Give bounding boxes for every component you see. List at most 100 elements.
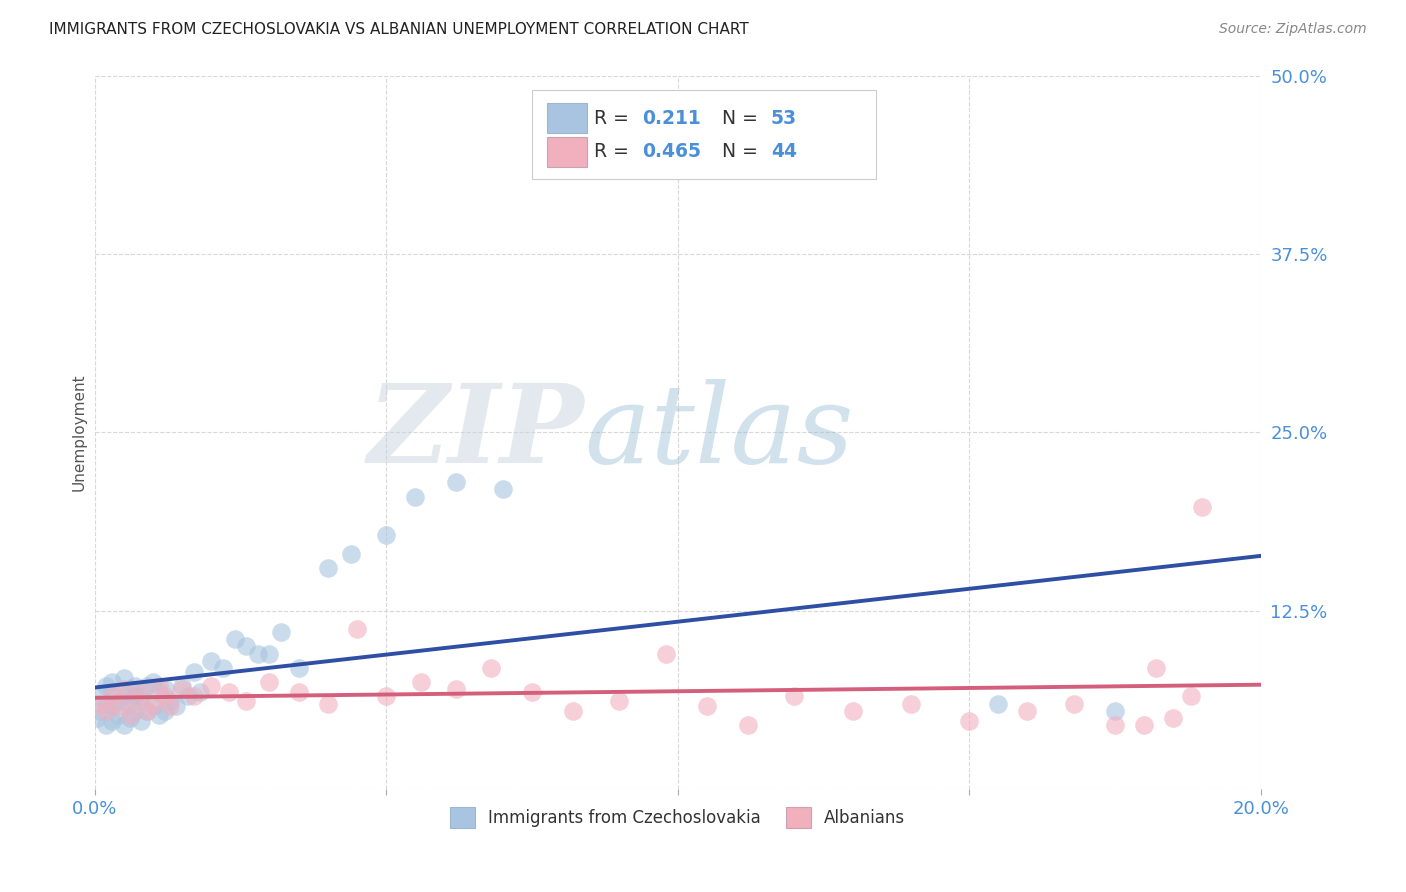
Point xyxy=(900,697,922,711)
Point xyxy=(142,697,165,711)
Text: 0.211: 0.211 xyxy=(643,109,702,128)
Point xyxy=(259,647,281,661)
Text: R =: R = xyxy=(593,109,634,128)
Text: 53: 53 xyxy=(770,109,797,128)
Text: atlas: atlas xyxy=(585,378,853,486)
Point xyxy=(444,682,467,697)
Point xyxy=(101,714,124,728)
Point xyxy=(287,685,309,699)
Point xyxy=(1104,704,1126,718)
Point xyxy=(142,675,165,690)
Point xyxy=(1191,500,1213,514)
Point xyxy=(655,647,678,661)
Point xyxy=(118,711,141,725)
Point xyxy=(112,682,135,697)
Point xyxy=(1104,718,1126,732)
Point xyxy=(479,661,502,675)
Point xyxy=(170,682,193,697)
Point xyxy=(211,661,233,675)
Text: R =: R = xyxy=(593,143,634,161)
Legend: Immigrants from Czechoslovakia, Albanians: Immigrants from Czechoslovakia, Albanian… xyxy=(443,801,912,834)
Point xyxy=(118,682,141,697)
Point xyxy=(89,697,111,711)
Point xyxy=(89,704,111,718)
Point xyxy=(188,685,211,699)
Point xyxy=(183,690,205,704)
Point xyxy=(235,694,257,708)
Point xyxy=(96,718,118,732)
Point xyxy=(165,699,187,714)
Point xyxy=(101,675,124,690)
FancyBboxPatch shape xyxy=(531,90,876,179)
Point xyxy=(107,699,129,714)
Point xyxy=(177,690,200,704)
Text: Source: ZipAtlas.com: Source: ZipAtlas.com xyxy=(1219,22,1367,37)
Point xyxy=(737,718,759,732)
Text: 0.465: 0.465 xyxy=(643,143,702,161)
Text: IMMIGRANTS FROM CZECHOSLOVAKIA VS ALBANIAN UNEMPLOYMENT CORRELATION CHART: IMMIGRANTS FROM CZECHOSLOVAKIA VS ALBANI… xyxy=(49,22,749,37)
Point xyxy=(96,697,118,711)
Point xyxy=(235,640,257,654)
Point xyxy=(124,690,146,704)
Point xyxy=(153,704,176,718)
Point xyxy=(520,685,543,699)
Text: 44: 44 xyxy=(770,143,797,161)
Point xyxy=(112,690,135,704)
Point xyxy=(129,690,152,704)
Point xyxy=(1063,697,1085,711)
Point xyxy=(148,685,170,699)
Point xyxy=(316,561,339,575)
Point xyxy=(124,680,146,694)
Point xyxy=(340,547,363,561)
Point xyxy=(183,665,205,680)
Point xyxy=(101,699,124,714)
Point xyxy=(118,708,141,723)
Point xyxy=(607,694,630,708)
Point xyxy=(218,685,240,699)
Point xyxy=(112,671,135,685)
Point xyxy=(200,680,222,694)
Point xyxy=(159,694,181,708)
Point xyxy=(118,697,141,711)
Point xyxy=(561,704,583,718)
Point xyxy=(96,704,118,718)
Point xyxy=(159,699,181,714)
Point xyxy=(136,704,159,718)
Point xyxy=(148,680,170,694)
Point xyxy=(101,685,124,699)
Point xyxy=(404,490,426,504)
Point xyxy=(1161,711,1184,725)
Point xyxy=(444,475,467,490)
Point xyxy=(841,704,863,718)
Point xyxy=(957,714,980,728)
Point xyxy=(287,661,309,675)
Point xyxy=(316,697,339,711)
Point xyxy=(89,690,111,704)
Text: N =: N = xyxy=(721,143,763,161)
Point xyxy=(492,483,515,497)
Point xyxy=(124,704,146,718)
Point xyxy=(987,697,1010,711)
Point xyxy=(96,680,118,694)
Point xyxy=(224,632,246,647)
Point xyxy=(148,708,170,723)
Point xyxy=(783,690,806,704)
Point xyxy=(107,708,129,723)
Point xyxy=(375,690,398,704)
Point xyxy=(375,528,398,542)
Point xyxy=(1144,661,1167,675)
Point xyxy=(200,654,222,668)
Point xyxy=(136,704,159,718)
Point xyxy=(1180,690,1202,704)
Point xyxy=(86,711,108,725)
FancyBboxPatch shape xyxy=(547,103,586,133)
Y-axis label: Unemployment: Unemployment xyxy=(72,374,86,491)
Point xyxy=(1017,704,1039,718)
Point xyxy=(259,675,281,690)
Point xyxy=(409,675,432,690)
Point xyxy=(101,690,124,704)
Point xyxy=(696,699,718,714)
Point xyxy=(112,718,135,732)
Point xyxy=(1133,718,1156,732)
Point xyxy=(346,623,368,637)
